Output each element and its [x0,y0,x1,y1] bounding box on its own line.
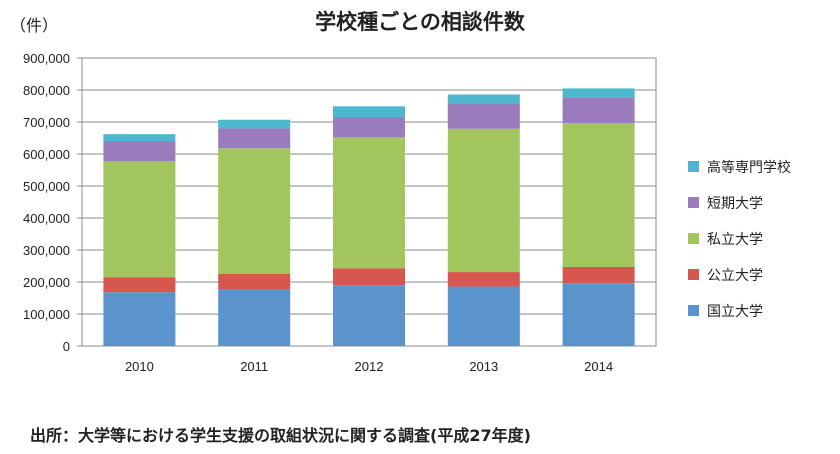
bar-segment [333,285,405,346]
y-tick-label: 200,000 [23,275,70,290]
bar-segment [103,161,176,278]
y-axis-unit-label: （件） [10,16,59,35]
legend-label: 国立大学 [707,304,763,320]
y-tick-label: 800,000 [23,83,70,98]
legend-swatch [688,233,699,244]
bar-segment [447,272,520,287]
bar-segment [562,266,635,284]
legend-swatch [688,197,699,208]
bar-segment [333,137,405,269]
bar-segment [333,106,405,118]
bar-segment [447,94,520,104]
legend-label: 公立大学 [707,268,763,284]
bar-segment [103,292,176,346]
x-tick-label: 2011 [240,359,268,374]
bar-segment [218,289,291,346]
bar-segment [218,119,291,129]
bar-segment [562,122,635,267]
bar-segment [333,268,405,286]
y-tick-label: 0 [63,339,70,354]
x-tick-labels: 2010 2011 2012 2013 2014 [125,359,613,374]
bar-segment [103,134,176,142]
y-tick-label: 600,000 [23,147,70,162]
legend-swatch [688,161,699,172]
x-tick-label: 2013 [469,359,498,374]
bar-segment [218,128,291,149]
x-tick-label: 2014 [584,359,613,374]
y-tick-label: 500,000 [23,179,70,194]
y-tick-label: 400,000 [23,211,70,226]
legend-swatch [688,305,699,316]
y-tick-label: 100,000 [23,307,70,322]
bar-segment [562,97,635,123]
bar-segment [447,286,520,346]
bar-segment [562,283,635,346]
chart-title: 学校種ごとの相談件数 [315,10,525,34]
bar-segment [103,277,176,293]
y-tick-label: 900,000 [23,51,70,66]
legend-label: 私立大学 [707,232,763,248]
bar-segment [218,274,291,290]
x-tick-label: 2012 [355,359,384,374]
legend-label: 高等専門学校 [707,159,791,176]
y-tick-labels: 0 100,000 200,000 300,000 400,000 500,000 600,… [23,51,70,354]
source-note: 出所：大学等における学生支援の取組状況に関する調査(平成27年度) [30,426,531,445]
bar-segment [103,141,176,162]
bar-segment [218,148,291,274]
bar-segment [333,117,405,138]
bar-segment [447,128,520,273]
y-tick-label: 300,000 [23,243,70,258]
x-tick-label: 2010 [125,359,154,374]
legend-swatch [688,269,699,280]
legend-label: 短期大学 [707,196,763,212]
bar-segment [562,88,635,98]
bars [103,88,635,346]
bar-segment [447,103,520,129]
y-tick-label: 700,000 [23,115,70,130]
